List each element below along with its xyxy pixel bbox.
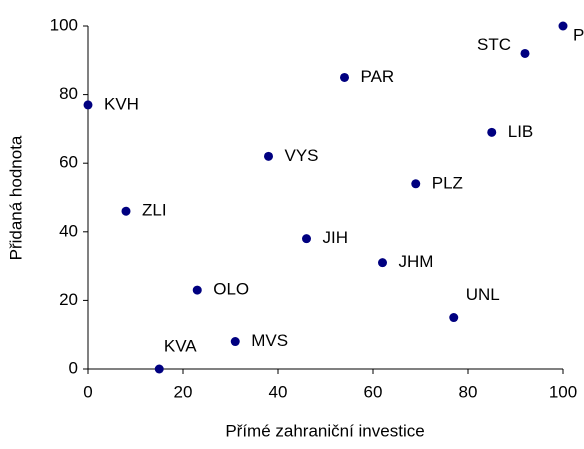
point: [487, 127, 497, 137]
x-tick-label: 40: [269, 382, 288, 401]
y-axis-label: Přidaná hodnota: [6, 135, 25, 260]
point-label: PHA: [573, 25, 584, 44]
x-tick-label: 80: [459, 382, 478, 401]
point-label: PLZ: [432, 173, 463, 192]
point-label: STC: [477, 35, 511, 54]
x-tick-label: 0: [83, 382, 92, 401]
point-label: KVA: [164, 336, 197, 355]
point-label: UNL: [466, 285, 500, 304]
point-label: JHM: [399, 252, 434, 271]
point: [302, 234, 311, 244]
point-label: OLO: [213, 280, 249, 299]
y-tick-label: 20: [59, 290, 78, 309]
y-tick-label: 40: [59, 221, 78, 240]
point: [154, 364, 164, 374]
point-label: ZLI: [142, 201, 167, 220]
point-label: KVH: [104, 94, 139, 113]
x-tick-label: 100: [549, 382, 577, 401]
x-axis-label: Přímé zahraniční investice: [225, 421, 424, 440]
point: [192, 285, 202, 295]
point-label: VYS: [285, 146, 319, 165]
point: [411, 179, 421, 189]
point-label: MVS: [251, 331, 288, 350]
point: [83, 100, 93, 110]
point-label: JIH: [323, 228, 349, 247]
x-tick-label: 60: [364, 382, 383, 401]
x-tick-label: 20: [174, 382, 193, 401]
point: [378, 258, 387, 268]
y-tick-label: 60: [59, 153, 78, 172]
y-tick-label: 100: [50, 15, 78, 34]
point: [449, 313, 459, 323]
y-tick-label: 0: [69, 358, 78, 377]
point: [264, 151, 273, 161]
point: [520, 48, 530, 58]
point: [121, 206, 131, 216]
point: [230, 337, 240, 347]
point-label: PAR: [361, 67, 395, 86]
y-tick-label: 80: [59, 84, 78, 103]
point: [558, 21, 568, 31]
point-label: LIB: [508, 122, 534, 141]
point: [340, 72, 349, 82]
